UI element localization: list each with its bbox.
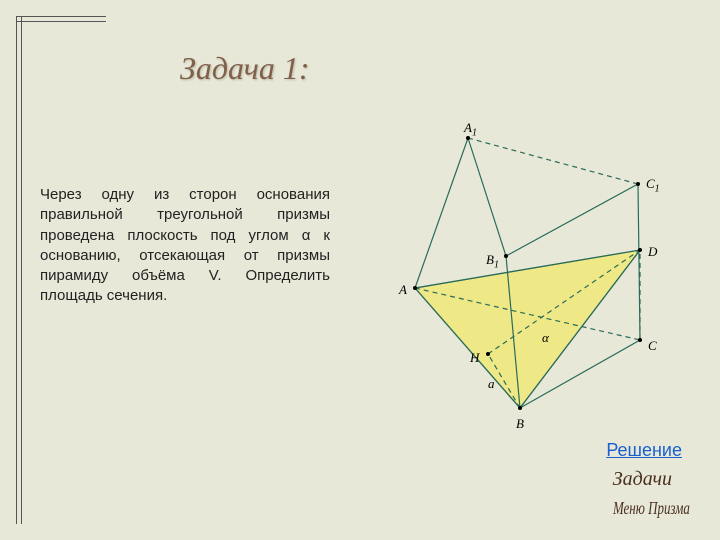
vertex-label: C1 <box>646 176 660 195</box>
solution-link[interactable]: Решение <box>606 440 682 461</box>
vertex-label: α <box>542 330 549 346</box>
frame-line <box>16 16 17 524</box>
diagram-svg <box>360 130 680 430</box>
tasks-link[interactable]: Задачи <box>613 468 672 491</box>
page-title: Задача 1: <box>180 50 310 87</box>
vertex-label: B <box>516 416 524 432</box>
menu-prism-link[interactable]: Меню Призма <box>613 498 690 519</box>
vertex-label: B1 <box>486 252 499 271</box>
prism-diagram: ABCA1B1C1DHαa <box>360 130 680 430</box>
vertex-label: A1 <box>464 120 477 139</box>
frame-line <box>16 21 106 22</box>
vertex-label: H <box>470 350 479 366</box>
problem-statement: Через одну из сторон основания правильно… <box>40 185 330 307</box>
vertex-label: C <box>648 338 657 354</box>
vertex-label: D <box>648 244 657 260</box>
frame-line <box>16 16 106 17</box>
vertex-label: a <box>488 376 495 392</box>
frame-line <box>21 16 22 524</box>
vertex-label: A <box>399 282 407 298</box>
